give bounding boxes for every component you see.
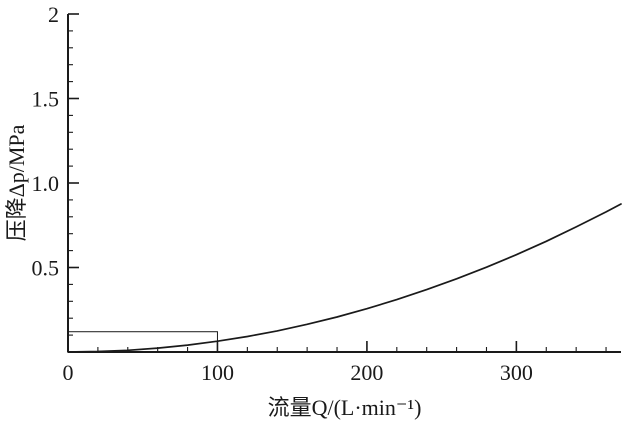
y-tick-label: 1.0	[32, 171, 60, 196]
x-tick-label: 100	[201, 360, 234, 385]
tick-labels: 0 100 200 300 0.5 1.0 1.5 2	[32, 2, 533, 385]
x-axis-label: 流量Q/(L·min⁻¹)	[268, 395, 422, 420]
axis-ticks	[67, 13, 607, 353]
x-tick-label: 0	[63, 360, 74, 385]
y-tick-label: 0.5	[32, 256, 60, 281]
y-tick-label: 1.5	[32, 87, 60, 112]
x-tick-label: 200	[350, 360, 383, 385]
y-tick-label: 2	[48, 2, 59, 27]
axes	[67, 14, 621, 353]
y-axis-label: 压降Δp/MPa	[4, 124, 29, 241]
plot-area	[67, 203, 622, 353]
curve-pressure-drop	[67, 203, 622, 353]
x-tick-label: 300	[500, 360, 533, 385]
